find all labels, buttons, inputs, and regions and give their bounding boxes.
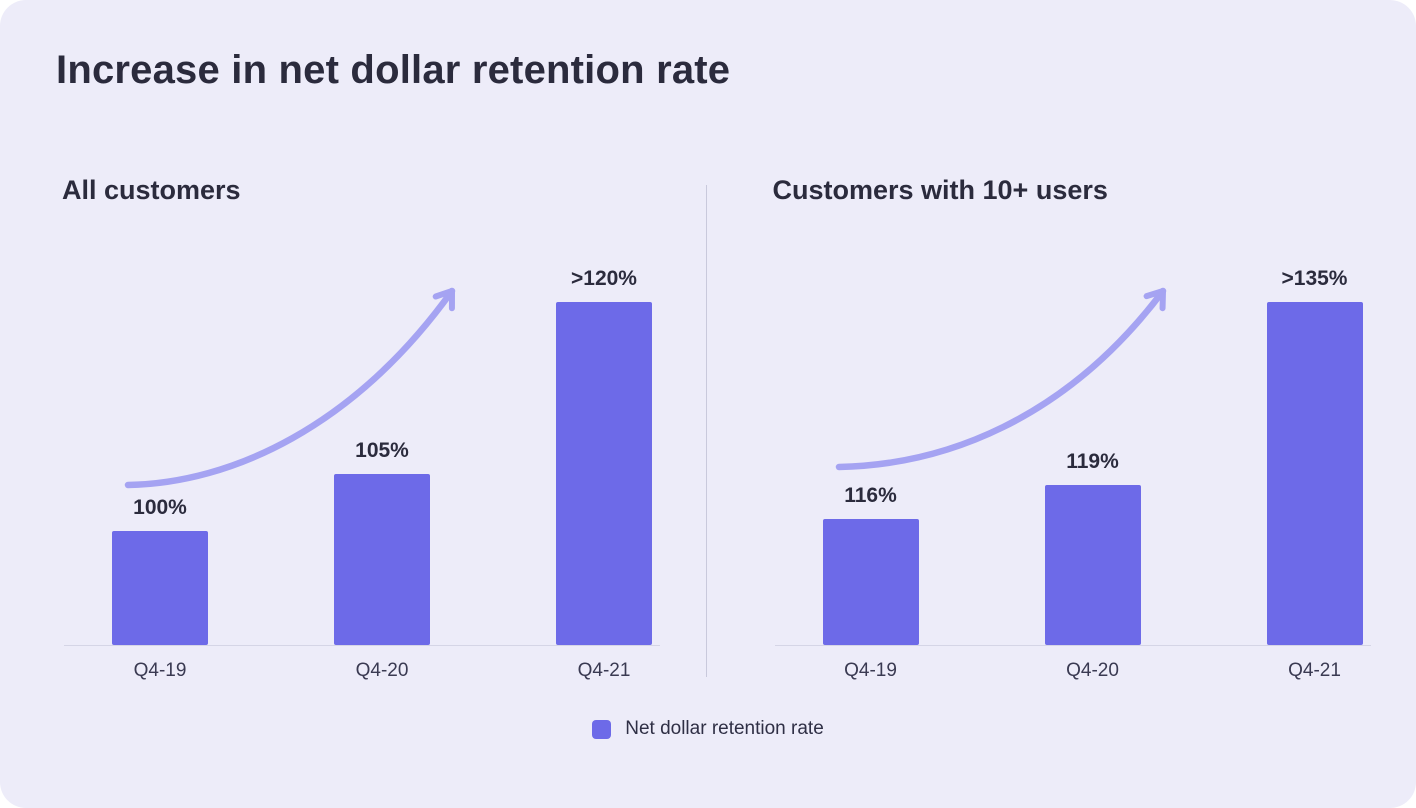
category-label: Q4-21 [1288, 660, 1341, 681]
category-axis: Q4-19 Q4-20 Q4-21 [112, 660, 652, 682]
bar [556, 302, 652, 645]
bar [822, 519, 919, 645]
bar-value-label: 119% [1066, 450, 1119, 473]
category-axis: Q4-19 Q4-20 Q4-21 [823, 660, 1363, 682]
page-title: Increase in net dollar retention rate [56, 48, 731, 92]
legend: Net dollar retention rate [0, 718, 1416, 740]
bar-value-label: 116% [844, 484, 897, 507]
bar-column: >120% [556, 245, 652, 645]
category-label: Q4-19 [133, 660, 187, 681]
charts-row: All customers 100% 105% >120% Q4-19 Q4-20 Q4… [0, 175, 1416, 682]
category-label: Q4-20 [1066, 660, 1119, 681]
category-label: Q4-19 [844, 660, 897, 681]
bar-value-label: 100% [133, 496, 187, 519]
x-axis-line [64, 645, 660, 646]
category-label: Q4-20 [355, 660, 409, 681]
chart-all-customers: All customers 100% 105% >120% Q4-19 Q4-20 Q4… [0, 175, 706, 682]
bar-plot: 116% 119% >135% [822, 245, 1363, 645]
chart-title: Customers with 10+ users [772, 175, 1108, 205]
bar [1044, 485, 1141, 645]
bar-value-label: >120% [571, 267, 637, 290]
bar-column: >135% [1266, 245, 1363, 645]
bar [112, 531, 208, 645]
x-axis-line [774, 645, 1371, 646]
bar-column: 119% [1044, 245, 1141, 645]
bar-column: 105% [334, 245, 430, 645]
legend-label: Net dollar retention rate [625, 718, 824, 739]
bar [1266, 302, 1363, 645]
bar [334, 474, 430, 645]
legend-swatch [592, 719, 612, 739]
category-label: Q4-21 [577, 660, 631, 681]
chart-title: All customers [62, 175, 241, 205]
vertical-divider [705, 185, 707, 677]
bar-value-label: 105% [355, 439, 409, 462]
bar-value-label: >135% [1281, 267, 1348, 290]
chart-customers-10plus: Customers with 10+ users 116% 119% >135% Q… [707, 175, 1416, 682]
bar-plot: 100% 105% >120% [112, 245, 652, 645]
bar-column: 100% [112, 245, 208, 645]
bar-column: 116% [822, 245, 919, 645]
